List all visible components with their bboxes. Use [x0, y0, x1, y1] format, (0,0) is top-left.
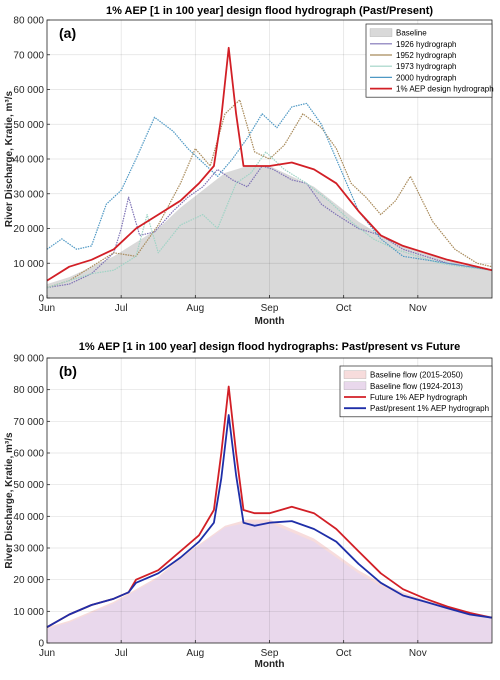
legend-entry: Baseline — [396, 29, 427, 38]
y-tick-label: 10 000 — [13, 259, 44, 270]
y-tick-label: 0 — [38, 639, 44, 650]
x-tick-label: Nov — [409, 648, 427, 659]
y-tick-label: 80 000 — [13, 16, 44, 27]
y-tick-label: 50 000 — [13, 120, 44, 131]
legend-entry: 1926 hydrograph — [396, 40, 457, 49]
x-tick-label: Jul — [115, 648, 128, 659]
y-tick-label: 20 000 — [13, 575, 44, 586]
chart-title: 1% AEP [1 in 100 year] design flood hydr… — [106, 5, 433, 17]
x-tick-label: Oct — [336, 303, 352, 314]
x-tick-label: Aug — [186, 648, 204, 659]
legend: Baseline flow (2015-2050) Baseline flow (… — [339, 365, 493, 418]
legend: Baseline 1926 hydrograph 1952 hydrograph 19… — [365, 23, 494, 98]
y-tick-label: 10 000 — [13, 607, 44, 618]
legend-entry: Baseline flow (2015-2050) — [370, 371, 463, 380]
legend-swatch — [343, 381, 367, 390]
y-tick-label: 90 000 — [13, 354, 44, 365]
y-tick-label: 70 000 — [13, 50, 44, 61]
x-tick-label: Sep — [261, 303, 279, 314]
series-line — [46, 99, 493, 289]
series-line — [46, 46, 493, 282]
y-axis-label: River Discharge, Kratie, m³/s — [4, 432, 15, 569]
legend-entry: 1% AEP design hydrograph — [396, 85, 494, 94]
y-tick-label: 20 000 — [13, 224, 44, 235]
legend-swatch — [369, 28, 393, 37]
x-tick-label: Sep — [261, 648, 279, 659]
series-area — [47, 166, 492, 298]
y-tick-label: 80 000 — [13, 385, 44, 396]
chart-title: 1% AEP [1 in 100 year] design flood hydr… — [79, 341, 460, 353]
legend-entry: Past/present 1% AEP hydrograph — [370, 404, 489, 413]
panel-label: (a) — [59, 25, 76, 41]
x-tick-label: Jun — [39, 303, 55, 314]
y-tick-label: 30 000 — [13, 189, 44, 200]
series-area — [47, 522, 492, 643]
legend-swatch — [343, 370, 367, 379]
y-axis-label: River Discharge, Kratie, m³/s — [4, 90, 15, 227]
x-tick-label: Jun — [39, 648, 55, 659]
y-tick-label: 70 000 — [13, 417, 44, 428]
legend-entry: 1952 hydrograph — [396, 51, 457, 60]
x-tick-label: Jul — [115, 303, 128, 314]
series-line — [46, 151, 493, 289]
chart-panel-a: 0 10 000 20 000 30 000 40 000 50 000 60 000 70 … — [4, 5, 494, 327]
x-axis-label: Month — [255, 659, 285, 670]
series-line — [46, 102, 493, 271]
legend-entry: 1973 hydrograph — [396, 62, 457, 71]
chart-panel-b: 0 10 000 20 000 30 000 40 000 50 000 60 000 70 … — [4, 341, 493, 670]
panel-label: (b) — [59, 363, 77, 379]
x-axis-label: Month — [255, 316, 285, 327]
legend-entry: Future 1% AEP hydrograph — [370, 393, 467, 402]
y-tick-label: 0 — [38, 294, 44, 305]
x-tick-label: Oct — [336, 648, 352, 659]
legend-entry: 2000 hydrograph — [396, 73, 457, 82]
series-line — [46, 414, 493, 628]
y-tick-label: 30 000 — [13, 544, 44, 555]
series-line — [46, 165, 493, 289]
y-tick-label: 60 000 — [13, 85, 44, 96]
y-tick-label: 60 000 — [13, 449, 44, 460]
y-tick-label: 40 000 — [13, 155, 44, 166]
legend-entry: Baseline flow (1924-2013) — [370, 382, 463, 391]
y-tick-label: 40 000 — [13, 512, 44, 523]
x-tick-label: Aug — [186, 303, 204, 314]
y-tick-label: 50 000 — [13, 480, 44, 491]
x-tick-label: Nov — [409, 303, 427, 314]
